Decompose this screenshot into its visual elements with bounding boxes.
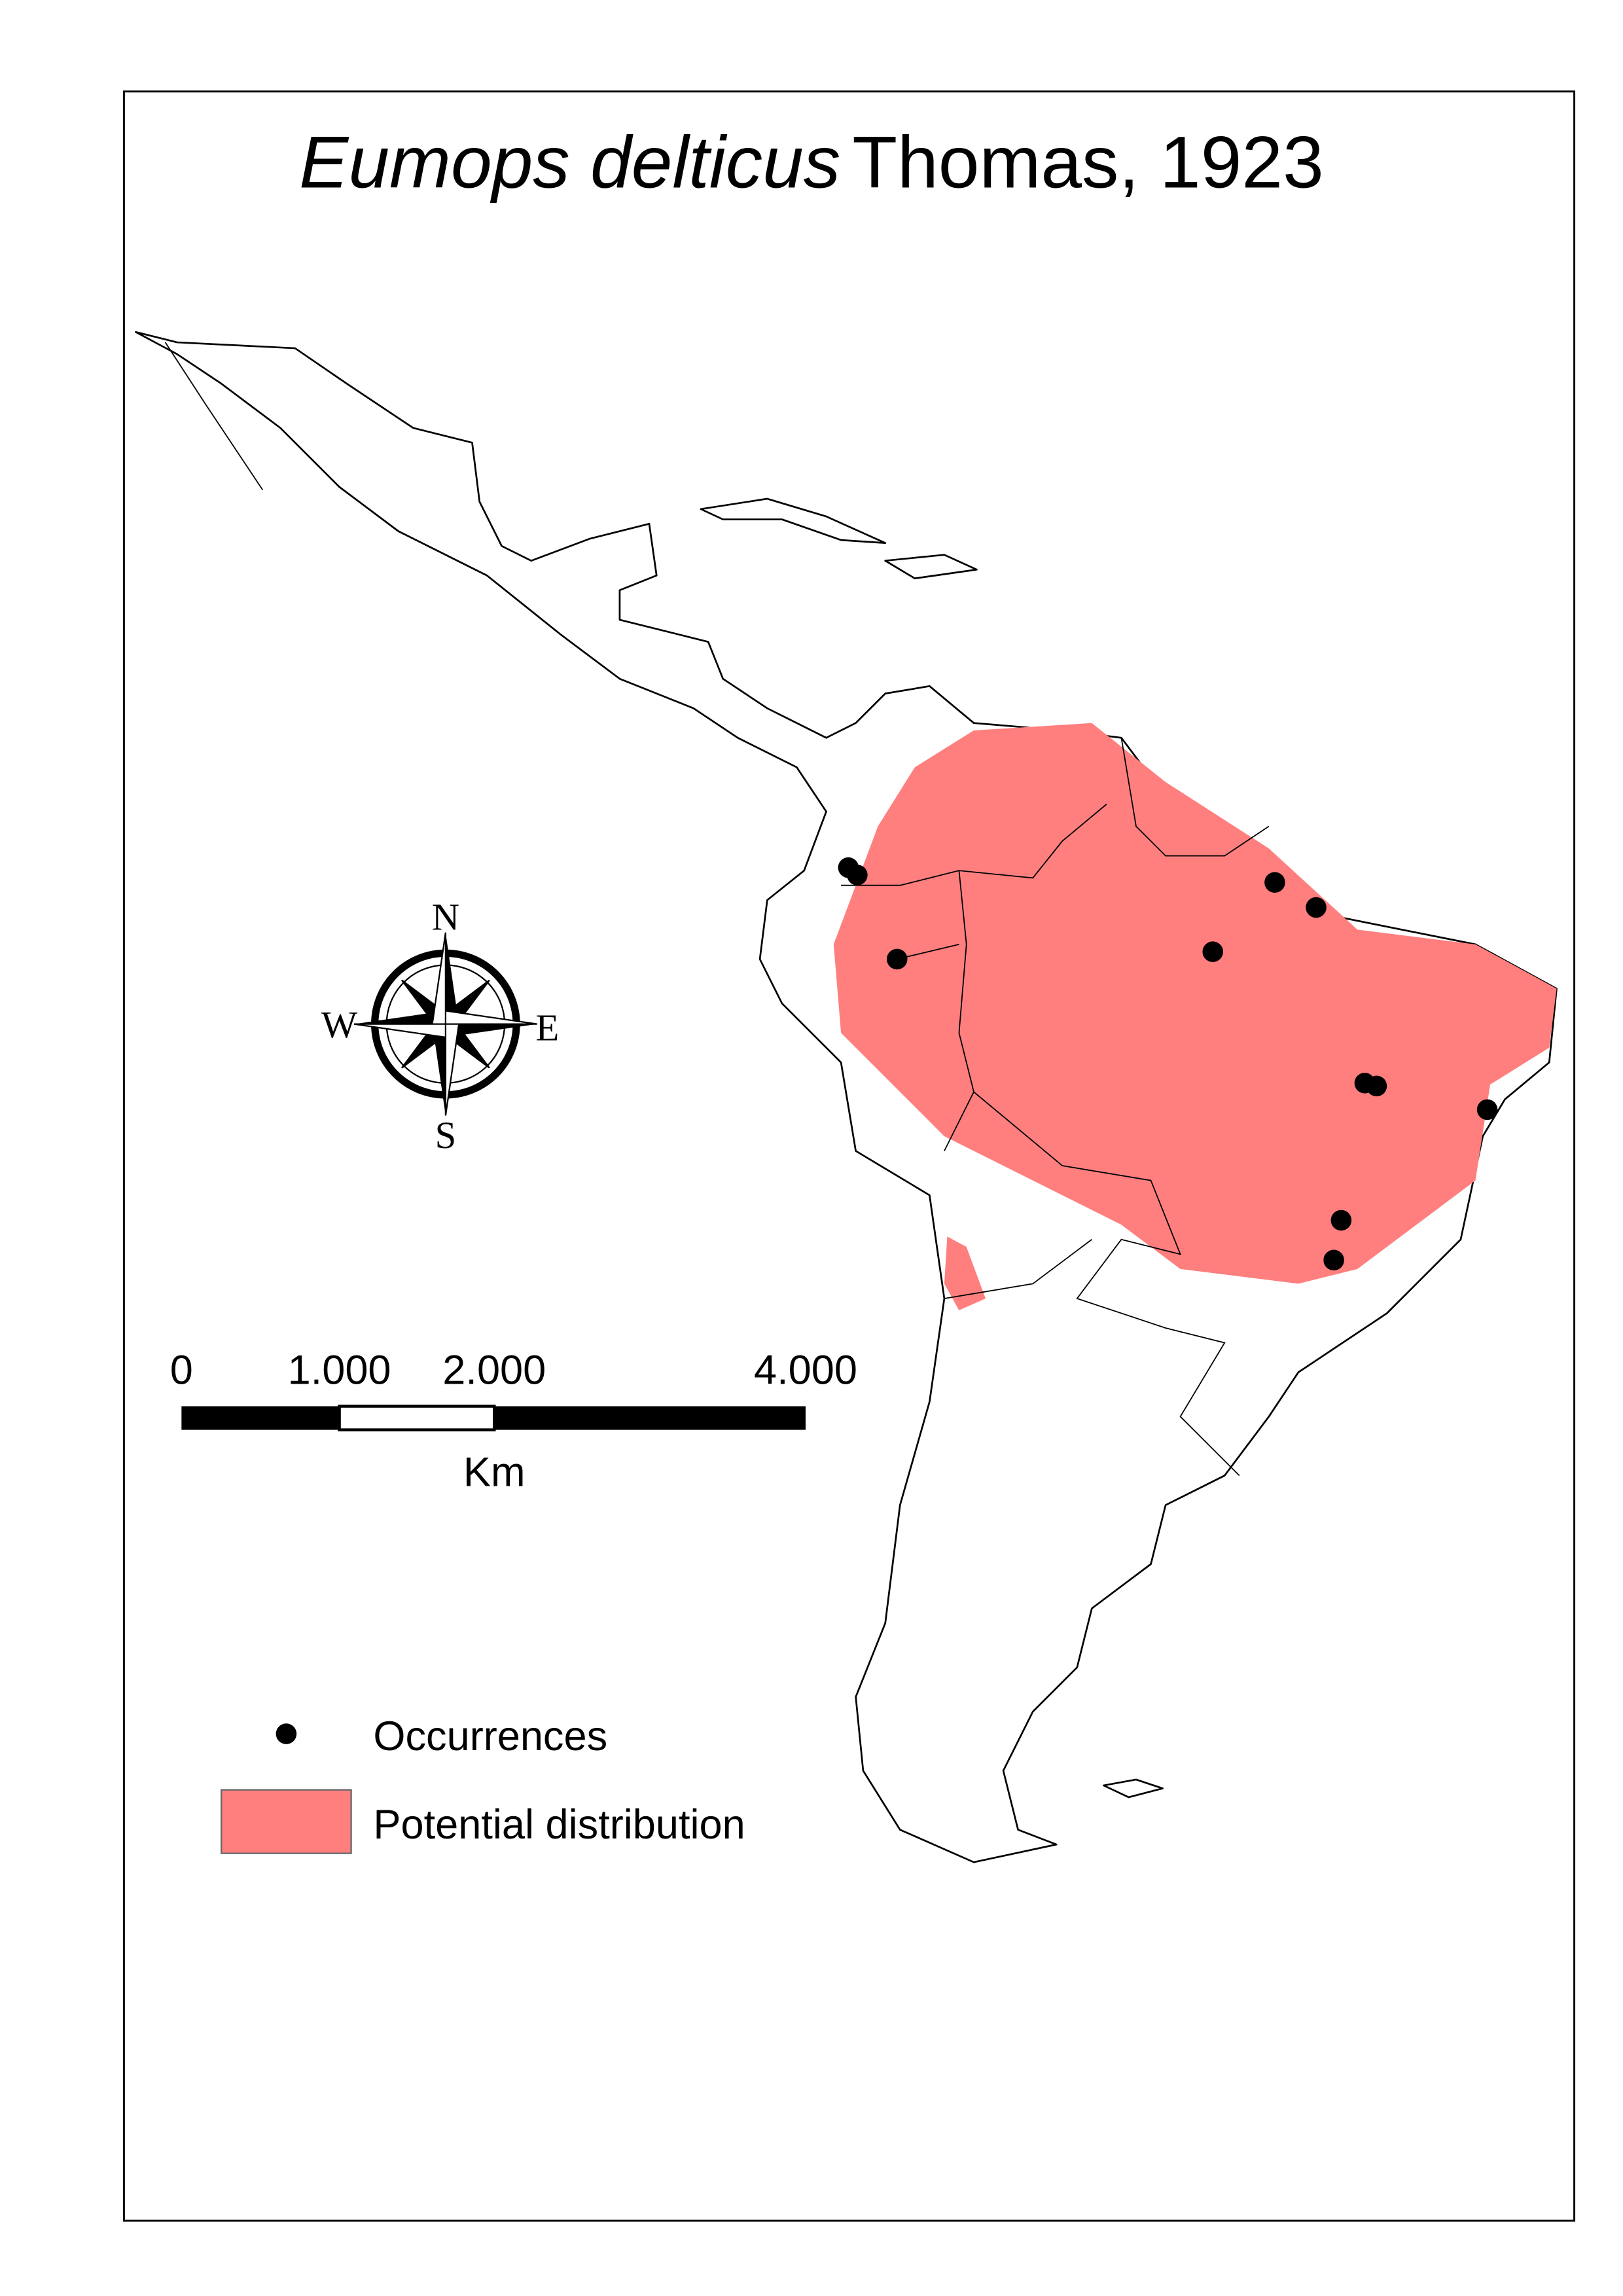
scale-label: 1.000 (288, 1348, 391, 1393)
scale-unit: Km (463, 1449, 526, 1495)
compass-rose (353, 932, 537, 1116)
occurrence-point (1202, 941, 1224, 962)
country-borders (841, 738, 1270, 1477)
occurrence-point (1264, 872, 1285, 893)
occurrence-point (886, 948, 908, 970)
baja-coast (164, 342, 264, 490)
scale-label: 2.000 (442, 1348, 546, 1393)
scale-bar (181, 1405, 806, 1431)
occurrence-point (847, 865, 868, 886)
occurrence-points (838, 857, 1498, 1271)
hispaniola (884, 554, 978, 580)
compass-south: S (435, 1114, 457, 1157)
species-authority: Thomas, 1923 (852, 120, 1324, 203)
compass-west: W (321, 1003, 358, 1046)
legend-distribution-swatch (221, 1789, 352, 1854)
legend-distribution: Potential distribution (373, 1802, 745, 1848)
scale-label: 4.000 (754, 1348, 857, 1393)
occurrence-point (1330, 1210, 1352, 1231)
occurrence-point (1323, 1249, 1344, 1271)
scale-segment (494, 1406, 806, 1430)
occurrence-point (1366, 1075, 1387, 1097)
continent-outline (135, 331, 1558, 1863)
species-name: Eumops delticus (299, 120, 840, 203)
potential-distribution (833, 723, 1557, 1284)
falklands (1103, 1778, 1164, 1799)
occurrence-point (1476, 1099, 1498, 1121)
map-title: Eumops delticus Thomas, 1923 (299, 120, 1324, 203)
legend-occurrence-symbol (276, 1723, 297, 1744)
scale-segment (181, 1406, 340, 1430)
legend-occurrences: Occurrences (373, 1713, 607, 1759)
compass-points (353, 932, 537, 1116)
potential-distribution-patch (944, 1236, 986, 1310)
compass-north: N (432, 895, 459, 938)
compass-east: E (536, 1006, 560, 1049)
scale-segment (338, 1405, 496, 1431)
occurrence-point (1306, 897, 1327, 918)
cuba (700, 497, 887, 545)
scale-label: 0 (170, 1348, 193, 1393)
